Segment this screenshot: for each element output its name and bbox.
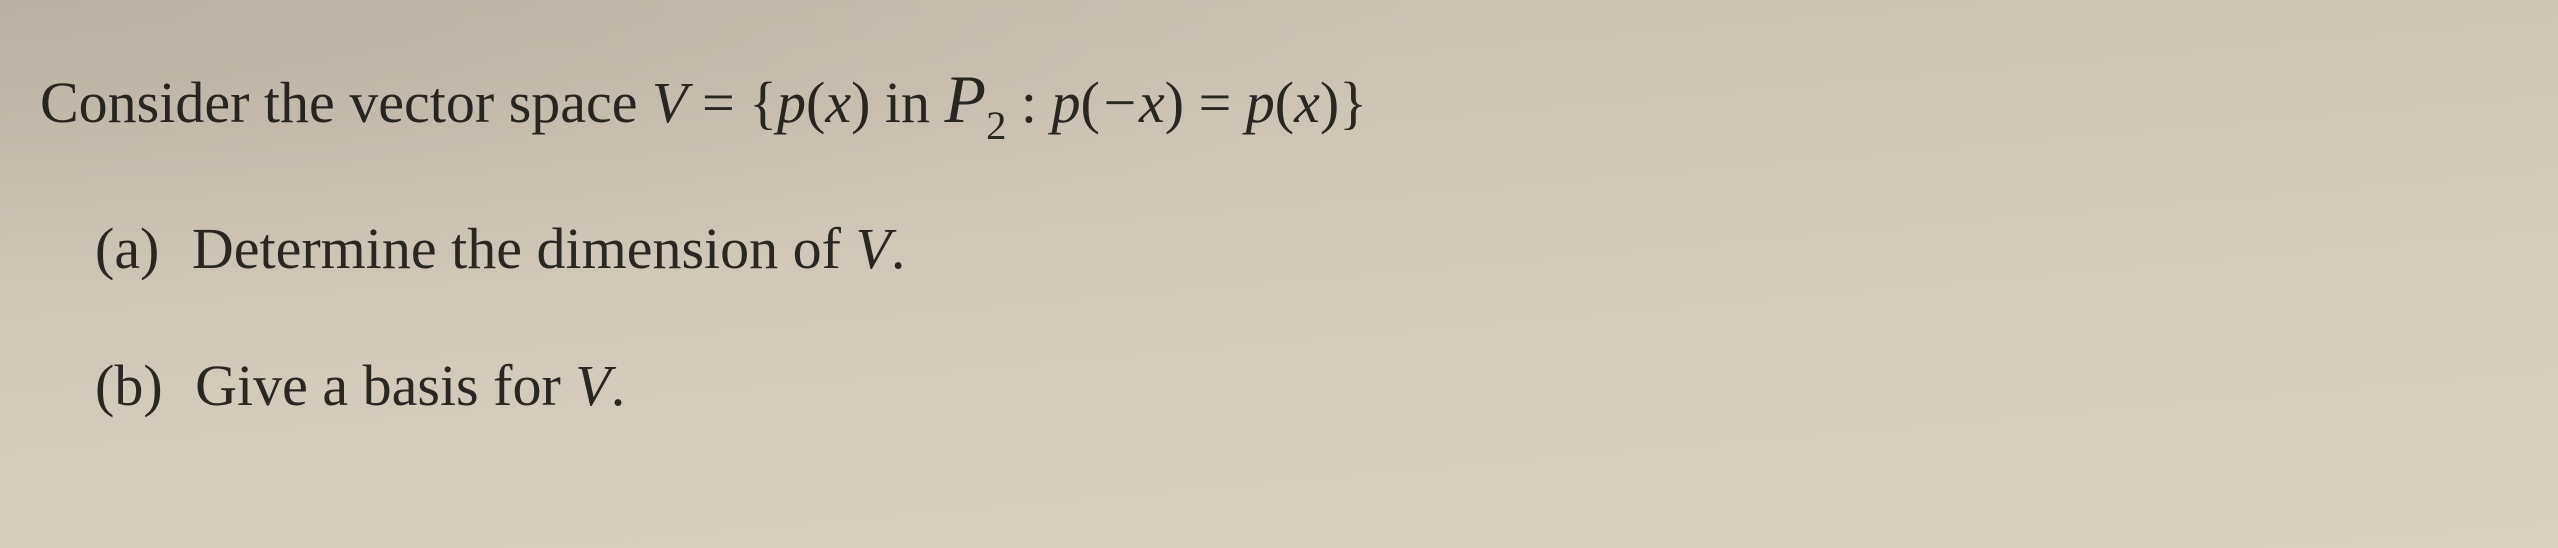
script-p-symbol: P (945, 60, 987, 139)
part-a-label: (a) (95, 215, 159, 282)
close-paren-3: ) (1320, 70, 1339, 135)
part-b-period: . (611, 353, 626, 418)
problem-statement: Consider the vector space V = {p(x) in P… (40, 60, 2518, 145)
colon: : (1006, 70, 1051, 135)
intro-text: Consider the vector space (40, 70, 652, 135)
x-var-1: x (825, 70, 851, 135)
in-text: in (870, 70, 944, 135)
p-func-3: p (1246, 70, 1275, 135)
set-close: } (1339, 70, 1367, 135)
set-open: { (749, 70, 777, 135)
x-var-3: x (1294, 70, 1320, 135)
part-a-var: V (855, 216, 890, 281)
part-b-label: (b) (95, 352, 163, 419)
equals-sign: = (687, 70, 749, 135)
part-b-text: Give a basis for (181, 353, 576, 418)
p-func-2: p (1052, 70, 1081, 135)
open-paren-2: ( (1081, 70, 1100, 135)
part-a-text: Determine the dimension of (177, 216, 855, 281)
part-b: (b) Give a basis for V. (95, 352, 2518, 419)
open-paren-1: ( (806, 70, 825, 135)
open-paren-3: ( (1275, 70, 1294, 135)
part-a-period: . (891, 216, 906, 281)
var-V: V (652, 70, 687, 135)
part-b-var: V (575, 353, 610, 418)
part-a: (a) Determine the dimension of V. (95, 215, 2518, 282)
neg-x: −x (1100, 70, 1165, 135)
close-paren-1: ) (851, 70, 870, 135)
p-func-1: p (777, 70, 806, 135)
subscript-2: 2 (986, 103, 1006, 148)
eq-sign-2: = (1184, 70, 1246, 135)
close-paren-2: ) (1165, 70, 1184, 135)
